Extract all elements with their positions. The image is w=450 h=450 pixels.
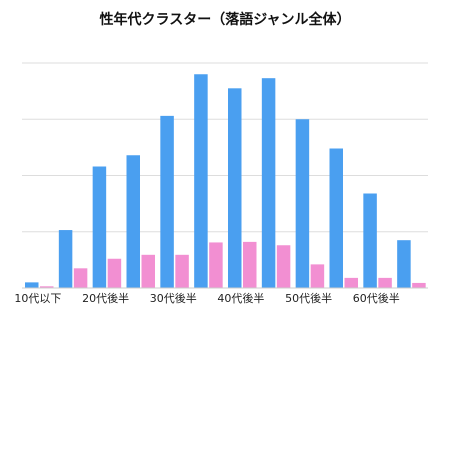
bar-series1-0 xyxy=(25,282,39,288)
bar-series2-1 xyxy=(73,268,88,288)
bar-series2-9 xyxy=(344,277,358,288)
bar-series2-8 xyxy=(310,264,325,288)
bar-series2-10 xyxy=(378,277,392,288)
bar-series2-3 xyxy=(141,254,155,288)
bar-series1-5 xyxy=(194,74,208,288)
bar-series2-7 xyxy=(276,245,291,288)
bar-series1-6 xyxy=(228,88,242,288)
x-tick-label-4: 50代後半 xyxy=(285,291,332,305)
bar-series1-1 xyxy=(58,230,73,288)
x-tick-label-2: 30代後半 xyxy=(150,291,197,305)
x-tick-label-0: 10代以下 xyxy=(14,292,61,305)
bar-series1-4 xyxy=(160,115,174,288)
bar-series1-2 xyxy=(92,166,107,288)
x-tick-label-3: 40代後半 xyxy=(217,291,264,305)
bar-series1-11 xyxy=(397,240,411,288)
bar-series2-6 xyxy=(243,241,257,288)
bar-series2-4 xyxy=(175,254,189,288)
x-tick-label-5: 60代後半 xyxy=(353,291,400,305)
chart-title: 性年代クラスター（落語ジャンル全体） xyxy=(99,12,351,28)
bar-series1-8 xyxy=(295,119,310,288)
bar-series2-2 xyxy=(107,258,122,288)
bar-series1-9 xyxy=(329,148,343,288)
x-tick-label-1: 20代後半 xyxy=(82,291,129,305)
bar-series2-11 xyxy=(412,282,426,288)
bar-series1-3 xyxy=(126,155,140,288)
bar-series2-0 xyxy=(40,286,54,288)
bar-series1-7 xyxy=(261,78,276,288)
bars-layer xyxy=(25,74,426,288)
bar-series1-10 xyxy=(363,193,377,288)
axis-layer: 10代以下 20代後半 30代後半 40代後半 50代後半 60代後半 xyxy=(14,287,428,305)
grid-layer xyxy=(22,62,428,233)
bar-series2-5 xyxy=(209,242,223,288)
